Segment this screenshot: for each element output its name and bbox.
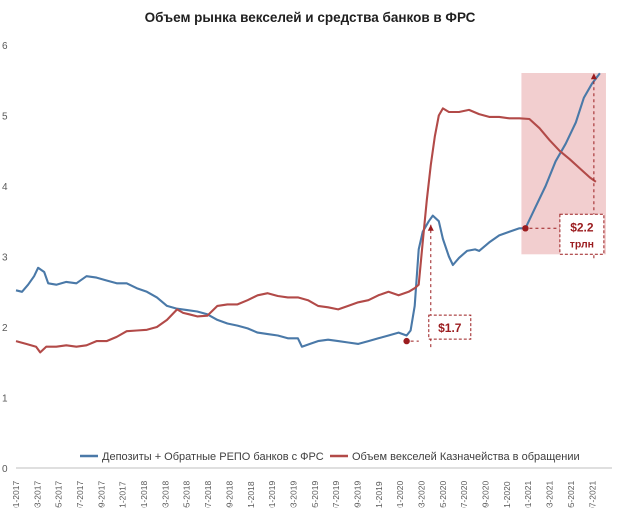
x-tick-label: 07-2017: [75, 481, 85, 508]
legend-label-2: Объем векселей Казначейства в обращении: [352, 451, 580, 463]
x-tick-label: 11-2017: [118, 481, 128, 508]
x-tick-label: 01-2021: [523, 481, 533, 508]
x-tick-label: 07-2020: [459, 481, 469, 508]
annotation-box-2: [559, 213, 605, 255]
x-tick-label: 03-2017: [32, 481, 42, 508]
x-tick-label: 11-2019: [374, 481, 384, 508]
annotation-label-2-unit: трлн: [570, 238, 594, 250]
annotation-arrowhead-1: [427, 224, 434, 231]
annotation-dot-2: [522, 225, 529, 232]
y-tick-label: 2: [2, 323, 8, 334]
annotation-label-1: $1.7: [438, 321, 462, 335]
x-tick-label: 05-2020: [438, 481, 448, 508]
x-tick-label: 01-2017: [11, 481, 21, 508]
annotation-label-2: $2.2: [570, 220, 594, 234]
chart-title: Объем рынка векселей и средства банков в…: [144, 10, 476, 25]
series-line-2: [15, 107, 597, 354]
x-tick-label: 01-2018: [139, 481, 149, 508]
x-tick-label: 11-2020: [502, 481, 512, 508]
series-line-1: [15, 72, 601, 348]
y-tick-label: 6: [2, 41, 8, 52]
x-tick-label: 01-2020: [395, 481, 405, 508]
x-tick-label: 11-2018: [246, 481, 256, 508]
y-tick-label: 4: [2, 182, 8, 193]
y-tick-label: 3: [2, 253, 8, 264]
y-tick-label: 5: [2, 112, 8, 123]
y-tick-label: 0: [2, 464, 8, 475]
x-tick-label: 03-2019: [288, 481, 298, 508]
x-tick-label: 07-2018: [203, 481, 213, 508]
x-tick-label: 07-2019: [331, 481, 341, 508]
annotation-dot-1: [403, 337, 410, 345]
x-tick-label: 09-2017: [96, 481, 106, 508]
x-tick-label: 01-2019: [267, 481, 277, 508]
annotation-box-1: [428, 314, 472, 340]
x-tick-label: 05-2019: [310, 481, 320, 508]
x-tick-label: 03-2021: [545, 481, 555, 508]
x-tick-label: 09-2020: [481, 481, 491, 508]
annotation-arrowhead-2: [590, 73, 597, 80]
x-tick-label: 09-2019: [352, 481, 362, 508]
x-tick-label: 05-2017: [54, 481, 64, 508]
x-tick-label: 03-2018: [160, 481, 170, 508]
y-tick-label: 1: [2, 394, 8, 405]
x-tick-label: 05-2021: [566, 481, 576, 508]
x-tick-label: 07-2021: [587, 481, 597, 508]
x-tick-label: 03-2020: [417, 481, 427, 508]
legend-label-1: Депозиты + Обратные РЕПО банков с ФРС: [102, 451, 324, 463]
x-tick-label: 09-2018: [224, 481, 234, 508]
x-tick-label: 05-2018: [182, 481, 192, 508]
